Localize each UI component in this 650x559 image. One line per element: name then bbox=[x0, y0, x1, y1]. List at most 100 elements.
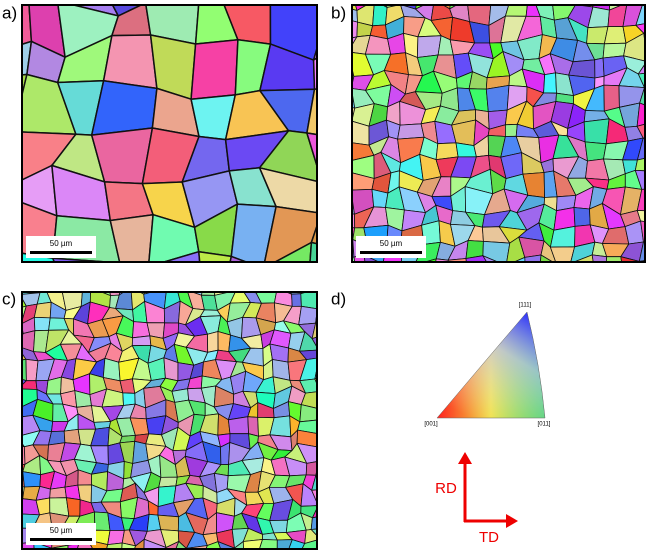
grain bbox=[299, 404, 317, 423]
grain bbox=[217, 540, 236, 549]
grain bbox=[310, 528, 317, 537]
grain bbox=[230, 203, 278, 262]
ebsd-map bbox=[0, 5, 317, 262]
grain bbox=[5, 541, 19, 554]
grain bbox=[82, 292, 83, 293]
grain bbox=[134, 538, 145, 549]
grain bbox=[513, 256, 526, 262]
grain bbox=[310, 516, 317, 530]
grain bbox=[640, 220, 645, 244]
grain bbox=[298, 349, 317, 361]
grain bbox=[175, 540, 187, 549]
grain bbox=[296, 429, 317, 448]
grain bbox=[227, 416, 250, 435]
scale-text: 50 µm bbox=[50, 239, 73, 248]
grain bbox=[636, 188, 645, 212]
grain bbox=[636, 102, 645, 127]
grain bbox=[288, 539, 306, 549]
grain bbox=[319, 400, 333, 420]
grain bbox=[591, 254, 608, 262]
grain bbox=[573, 207, 591, 227]
grain bbox=[311, 507, 317, 519]
grain bbox=[310, 223, 317, 245]
grain bbox=[102, 357, 121, 382]
grain bbox=[90, 79, 158, 136]
grain bbox=[352, 120, 353, 122]
grain bbox=[0, 201, 16, 254]
grain bbox=[644, 0, 650, 2]
grain bbox=[488, 0, 510, 3]
sample-axes: RD TD bbox=[435, 452, 518, 546]
grain bbox=[259, 539, 278, 549]
grain bbox=[594, 57, 605, 79]
grain bbox=[331, 142, 347, 162]
grain bbox=[605, 256, 623, 262]
ebsd-map bbox=[5, 275, 334, 554]
grain bbox=[639, 87, 645, 106]
grain bbox=[620, 256, 640, 262]
grain bbox=[242, 539, 264, 549]
scale-text: 50 µm bbox=[50, 526, 73, 535]
grain bbox=[543, 72, 557, 94]
grain bbox=[638, 241, 645, 262]
scale-bar: 50 µm bbox=[26, 523, 96, 545]
grain bbox=[320, 539, 331, 554]
grain bbox=[9, 389, 19, 408]
grain bbox=[485, 84, 510, 113]
panel-label: a) bbox=[2, 3, 17, 22]
grain bbox=[536, 0, 555, 4]
grain bbox=[482, 240, 511, 262]
grain bbox=[634, 169, 645, 190]
grain bbox=[352, 194, 355, 215]
grain bbox=[63, 428, 82, 445]
grain bbox=[318, 434, 334, 447]
grain bbox=[352, 107, 356, 122]
grain bbox=[603, 84, 620, 112]
grain bbox=[49, 486, 67, 499]
grain bbox=[33, 316, 51, 332]
grain bbox=[22, 527, 23, 531]
grain bbox=[102, 34, 158, 90]
corner-label: [111] bbox=[519, 303, 532, 309]
grain bbox=[352, 238, 355, 258]
grain bbox=[258, 130, 317, 183]
grain bbox=[190, 38, 239, 101]
grain bbox=[402, 264, 424, 277]
ebsd-map bbox=[330, 0, 650, 277]
grain bbox=[352, 74, 355, 88]
grain bbox=[0, 132, 13, 186]
grain bbox=[318, 441, 334, 461]
grain bbox=[416, 35, 442, 58]
grain bbox=[634, 157, 645, 172]
grain bbox=[273, 241, 313, 262]
grain bbox=[122, 392, 136, 406]
grain bbox=[304, 529, 317, 545]
grain bbox=[234, 279, 251, 290]
grain bbox=[637, 72, 645, 89]
grain bbox=[316, 308, 317, 310]
grain bbox=[524, 254, 542, 262]
grain bbox=[583, 118, 610, 145]
grain bbox=[291, 293, 302, 307]
grain bbox=[300, 483, 317, 507]
grain bbox=[504, 5, 528, 17]
grain bbox=[465, 255, 488, 262]
grain bbox=[305, 132, 317, 169]
grain bbox=[299, 378, 317, 394]
grain bbox=[301, 539, 317, 549]
grain bbox=[572, 254, 594, 262]
grain bbox=[109, 213, 154, 262]
grain bbox=[296, 442, 317, 464]
map-border bbox=[351, 4, 646, 263]
grain bbox=[637, 63, 645, 75]
axis-label: RD bbox=[435, 480, 457, 497]
grain bbox=[233, 540, 244, 549]
grain bbox=[603, 26, 627, 45]
grain bbox=[321, 275, 332, 292]
grain bbox=[22, 498, 24, 515]
grain bbox=[330, 170, 351, 193]
grain bbox=[481, 254, 499, 262]
grain bbox=[247, 416, 259, 437]
grain bbox=[584, 141, 607, 162]
